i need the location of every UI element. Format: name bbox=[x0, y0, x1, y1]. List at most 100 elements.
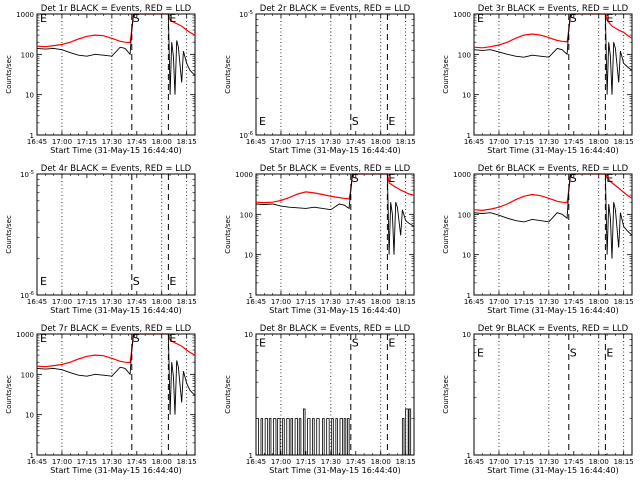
x-tick-label: 17:15 bbox=[514, 138, 534, 146]
y-tick-label: 10-5 bbox=[239, 10, 253, 19]
series-noise-block bbox=[298, 418, 302, 456]
x-tick-label: 17:00 bbox=[52, 298, 72, 306]
x-tick-label: 17:30 bbox=[321, 458, 341, 466]
chart-title: Det 7r BLACK = Events, RED = LLD bbox=[41, 324, 192, 334]
x-tick-label: 17:00 bbox=[489, 138, 509, 146]
y-tick-exponent: -6 bbox=[248, 131, 253, 137]
y-tick-label: 1000 bbox=[235, 171, 253, 179]
series-noise-block bbox=[405, 408, 409, 456]
plot-frame bbox=[255, 333, 415, 456]
y-tick-label: 10-5 bbox=[20, 170, 34, 179]
series-noise-block bbox=[286, 418, 290, 456]
x-axis-label: Start Time (31-May-15 16:44:40) bbox=[487, 306, 618, 315]
marker-label: E bbox=[477, 12, 484, 25]
series-noise-block bbox=[273, 418, 277, 456]
x-axis-label: Start Time (31-May-15 16:44:40) bbox=[487, 146, 618, 155]
x-tick-label: 17:45 bbox=[346, 298, 366, 306]
series-noise-block bbox=[322, 418, 325, 456]
marker-label: S bbox=[352, 115, 359, 128]
marker-label: E bbox=[40, 275, 47, 288]
chart-title: Det 4r BLACK = Events, RED = LLD bbox=[41, 164, 192, 174]
y-axis-label: Counts/sec bbox=[224, 55, 232, 94]
x-tick-label: 18:00 bbox=[589, 458, 609, 466]
x-tick-label: 18:00 bbox=[152, 298, 172, 306]
marker-label: S bbox=[352, 172, 359, 185]
series-noise-block bbox=[255, 418, 259, 456]
x-tick-label: 17:00 bbox=[489, 458, 509, 466]
x-tick-label: 17:15 bbox=[77, 458, 97, 466]
y-tick-label: 10 bbox=[25, 412, 34, 420]
chart-title: Det 5r BLACK = Events, RED = LLD bbox=[260, 164, 411, 174]
y-tick-label: 1 bbox=[249, 452, 253, 460]
chart-panel-5: Det 5r BLACK = Events, RED = LLD Counts/s… bbox=[224, 164, 416, 315]
x-tick-label: 17:30 bbox=[539, 138, 559, 146]
chart-title: Det 8r BLACK = Events, RED = LLD bbox=[260, 324, 411, 334]
series-noise-block bbox=[290, 418, 293, 456]
y-tick-label: 1000 bbox=[453, 171, 471, 179]
chart-title: Det 3r BLACK = Events, RED = LLD bbox=[478, 4, 629, 14]
y-tick-label: 10 bbox=[462, 92, 471, 100]
series-line-black bbox=[36, 333, 196, 415]
plot-frame bbox=[473, 333, 633, 456]
x-tick-label: 17:30 bbox=[539, 298, 559, 306]
x-tick-label: 17:00 bbox=[52, 458, 72, 466]
series-noise-block bbox=[302, 408, 306, 456]
plot-frame bbox=[36, 333, 196, 456]
x-tick-label: 18:00 bbox=[371, 138, 391, 146]
plot-frame bbox=[36, 173, 196, 296]
marker-label: E bbox=[388, 337, 395, 350]
y-tick-label: 100 bbox=[240, 211, 253, 219]
x-tick-label: 17:45 bbox=[564, 138, 584, 146]
x-tick-label: 17:45 bbox=[127, 138, 147, 146]
series-noise-block bbox=[264, 418, 269, 456]
marker-label: S bbox=[570, 172, 577, 185]
x-tick-label: 17:30 bbox=[102, 298, 122, 306]
marker-label: S bbox=[570, 347, 577, 360]
series-noise-block bbox=[331, 418, 334, 456]
series-line-black bbox=[473, 173, 633, 259]
chart-panel-1: Det 1r BLACK = Events, RED = LLD Counts/s… bbox=[5, 4, 197, 155]
y-tick-label: 10 bbox=[25, 92, 34, 100]
x-tick-label: 18:15 bbox=[177, 298, 197, 306]
series-line-red bbox=[36, 13, 196, 48]
y-tick-label: 10-6 bbox=[239, 131, 253, 140]
series-line-red bbox=[36, 333, 196, 368]
x-tick-label: 17:15 bbox=[296, 298, 316, 306]
chart-panel-3: Det 3r BLACK = Events, RED = LLD Counts/s… bbox=[442, 4, 634, 155]
marker-label: S bbox=[133, 12, 140, 25]
y-axis-label: Counts/sec bbox=[442, 55, 450, 94]
x-tick-label: 16:45 bbox=[246, 298, 266, 306]
series-line-black bbox=[473, 13, 633, 95]
series-line-black bbox=[36, 13, 196, 95]
y-axis-label: Counts/sec bbox=[5, 375, 13, 414]
x-tick-label: 18:00 bbox=[371, 458, 391, 466]
x-tick-label: 17:00 bbox=[52, 138, 72, 146]
x-axis-label: Start Time (31-May-15 16:44:40) bbox=[269, 306, 400, 315]
x-tick-label: 16:45 bbox=[464, 298, 484, 306]
marker-label: E bbox=[477, 347, 484, 360]
y-tick-label: 1 bbox=[249, 292, 253, 300]
x-tick-label: 17:30 bbox=[321, 138, 341, 146]
y-tick-label: 1 bbox=[467, 132, 471, 140]
marker-label: S bbox=[133, 332, 140, 345]
y-tick-label: 10 bbox=[462, 331, 471, 339]
marker-label: E bbox=[606, 347, 613, 360]
y-tick-label: 1 bbox=[467, 292, 471, 300]
x-tick-label: 17:15 bbox=[296, 458, 316, 466]
marker-label: E bbox=[606, 12, 613, 25]
x-axis-label: Start Time (31-May-15 16:44:40) bbox=[50, 466, 181, 475]
x-tick-label: 18:15 bbox=[396, 458, 416, 466]
y-tick-exponent: -5 bbox=[248, 10, 253, 16]
series-noise-block bbox=[260, 418, 264, 456]
x-tick-label: 16:45 bbox=[27, 298, 47, 306]
x-tick-label: 17:30 bbox=[102, 138, 122, 146]
marker-label: E bbox=[606, 172, 613, 185]
series-noise-block bbox=[401, 418, 405, 456]
y-axis-label: Counts/sec bbox=[5, 55, 13, 94]
x-tick-label: 17:15 bbox=[77, 138, 97, 146]
y-axis-label: Counts/sec bbox=[5, 215, 13, 254]
x-tick-label: 18:00 bbox=[152, 138, 172, 146]
x-tick-label: 18:00 bbox=[371, 298, 391, 306]
y-tick-label: 1000 bbox=[453, 11, 471, 19]
